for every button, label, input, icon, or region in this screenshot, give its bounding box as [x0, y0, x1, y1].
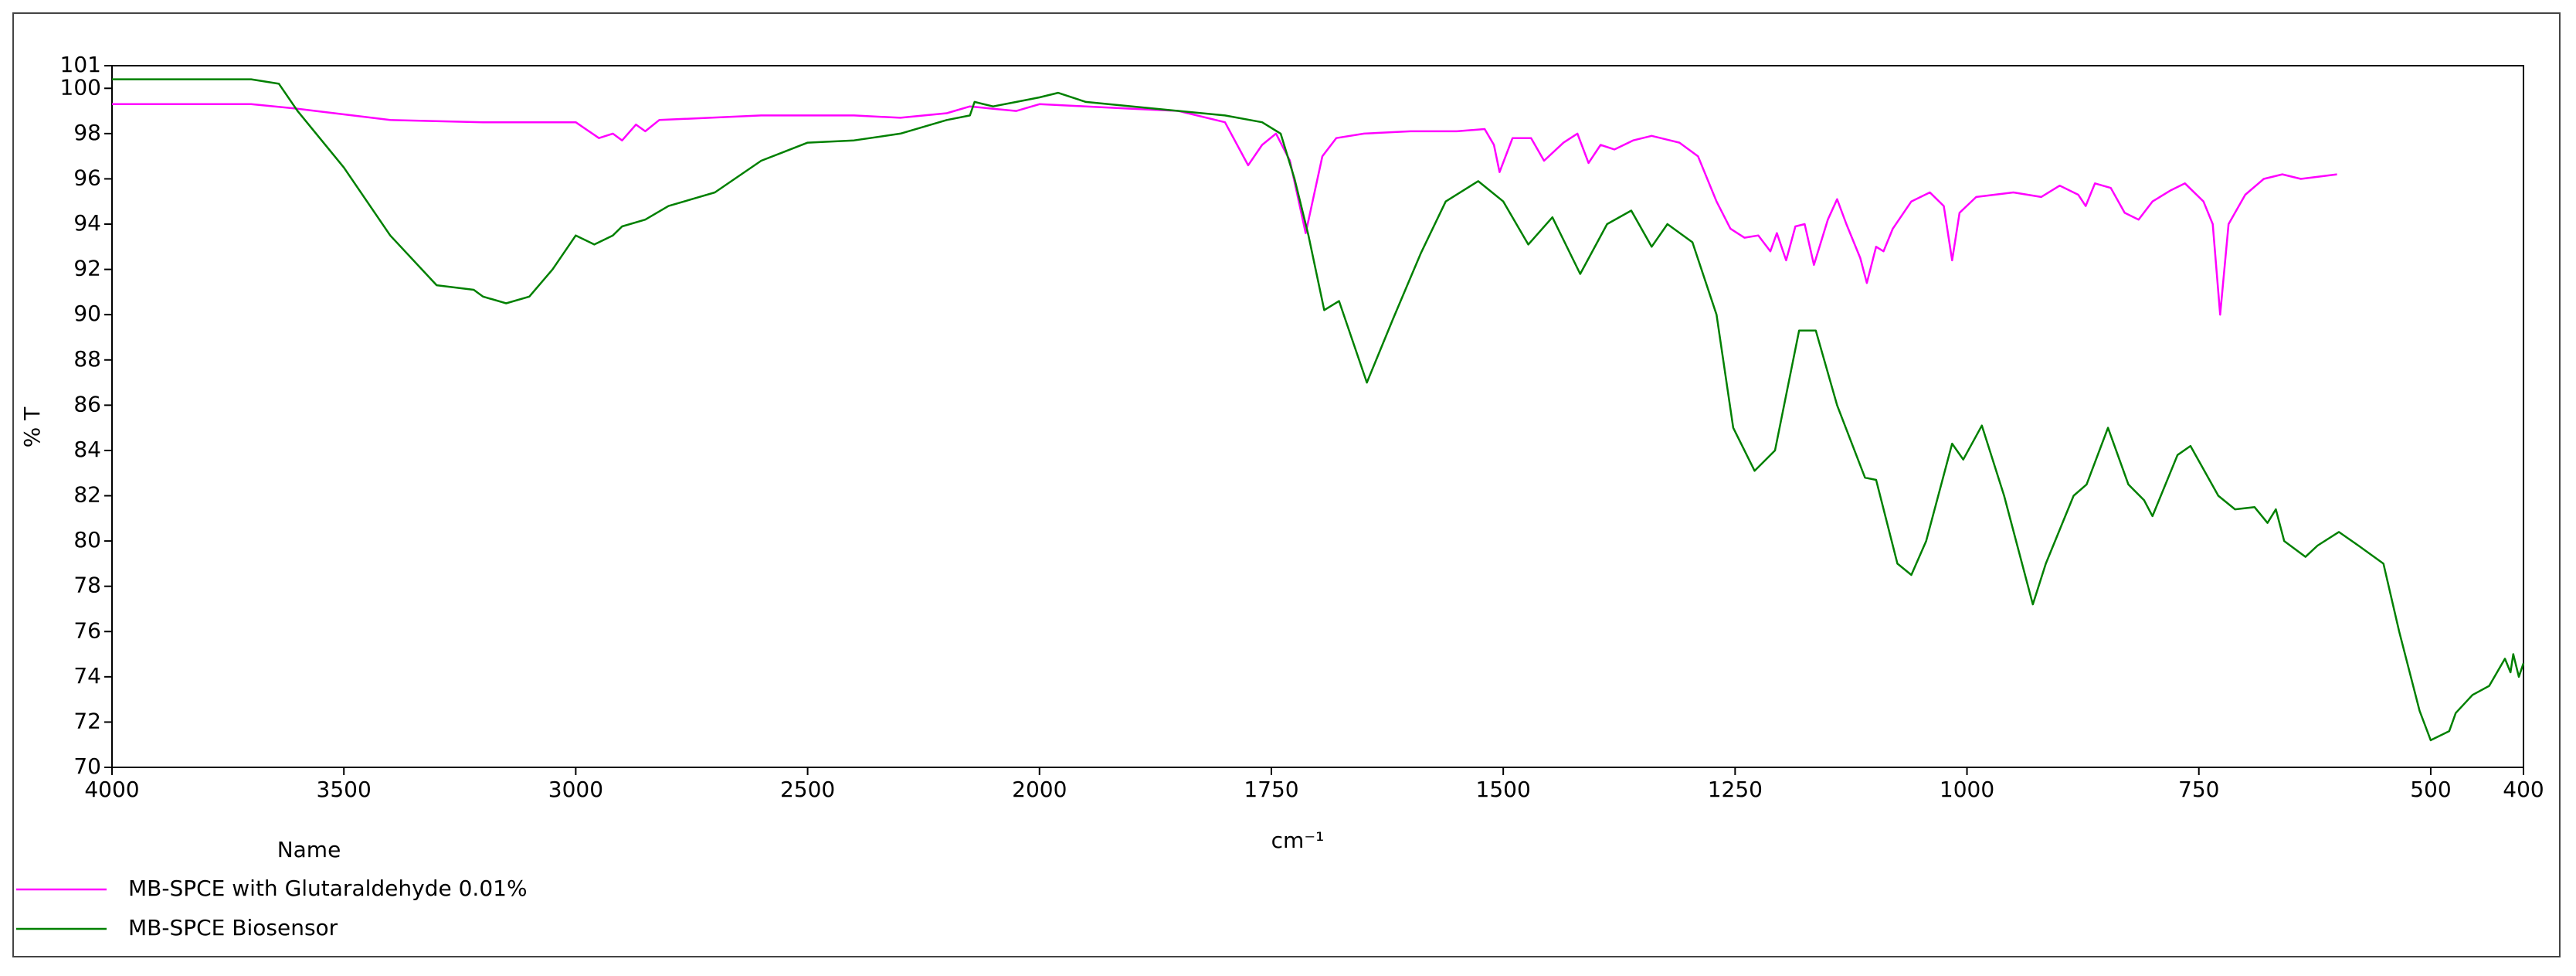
x-tick-label: 4000: [84, 777, 139, 802]
outer-frame: [12, 12, 2561, 957]
y-tick-label: 78: [73, 573, 101, 598]
x-tick-label: 2000: [1012, 777, 1067, 802]
y-tick-label: 92: [73, 256, 101, 281]
y-axis-label: % T: [19, 406, 45, 448]
series-line: [112, 78, 2525, 742]
y-tick-label: 76: [73, 617, 101, 643]
x-tick-label: 1250: [1708, 777, 1763, 802]
x-tick-label: 400: [2503, 777, 2544, 802]
y-tick-label: 94: [73, 210, 101, 236]
x-tick-label: 2500: [780, 777, 835, 802]
y-tick-label: 82: [73, 482, 101, 508]
series-line: [112, 103, 2337, 316]
y-tick-label: 80: [73, 527, 101, 553]
y-tick-label: 70: [73, 753, 101, 779]
y-tick-label: 98: [73, 120, 101, 145]
x-tick-label: 750: [2178, 777, 2219, 802]
x-tick-label: 500: [2410, 777, 2451, 802]
y-tick-label: 100: [60, 74, 101, 100]
y-tick-label: 90: [73, 301, 101, 326]
x-tick-label: 1750: [1244, 777, 1298, 802]
legend-label: MB-SPCE with Glutaraldehyde 0.01%: [128, 876, 528, 901]
y-tick-label: 74: [73, 663, 101, 689]
y-tick-label: 96: [73, 165, 101, 190]
x-tick-label: 1500: [1476, 777, 1531, 802]
x-tick-label: 3000: [548, 777, 603, 802]
y-tick-label: 86: [73, 391, 101, 417]
x-axis-label: cm⁻¹: [1271, 828, 1325, 853]
x-tick-label: 1000: [1940, 777, 1994, 802]
y-tick-label: 88: [73, 346, 101, 372]
legend-label: MB-SPCE Biosensor: [128, 915, 338, 940]
y-tick-label: 72: [73, 708, 101, 733]
x-tick-label: 3500: [317, 777, 372, 802]
plot-frame: [111, 65, 2524, 768]
y-tick-label: 84: [73, 437, 101, 462]
y-tick-label: 101: [60, 52, 101, 77]
legend-title: Name: [277, 837, 341, 862]
